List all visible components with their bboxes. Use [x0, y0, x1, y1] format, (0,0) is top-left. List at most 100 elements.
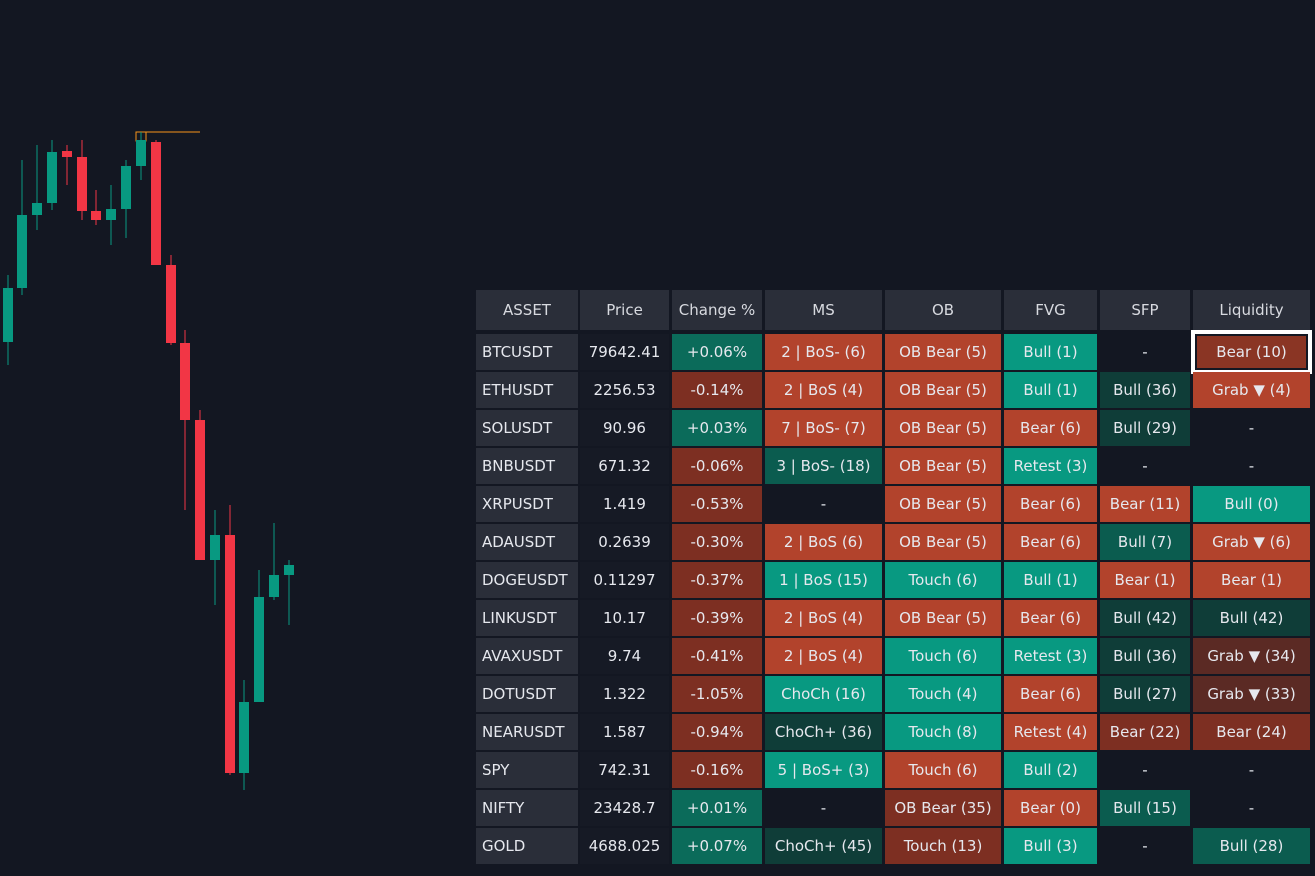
- value-cell: Touch (6): [885, 562, 1001, 598]
- asset-cell: AVAXUSDT: [476, 638, 578, 674]
- header-cell: MS: [765, 290, 882, 330]
- asset-cell: DOTUSDT: [476, 676, 578, 712]
- value-cell: Bear (6): [1004, 676, 1097, 712]
- value-cell: Retest (3): [1004, 638, 1097, 674]
- value-cell: OB Bear (35): [885, 790, 1001, 826]
- value-cell: 3 | BoS- (18): [765, 448, 882, 484]
- value-cell: OB Bear (5): [885, 486, 1001, 522]
- value-cell: Bull (42): [1193, 600, 1310, 636]
- value-cell: -0.37%: [672, 562, 762, 598]
- value-cell: -0.14%: [672, 372, 762, 408]
- value-cell: 0.2639: [580, 524, 669, 560]
- value-cell: Touch (8): [885, 714, 1001, 750]
- value-cell: -: [1248, 457, 1255, 475]
- value-cell: 1.322: [580, 676, 669, 712]
- value-cell: 23428.7: [580, 790, 669, 826]
- candle-body: [269, 575, 279, 597]
- value-cell: Bull (2): [1004, 752, 1097, 788]
- value-cell: Bear (0): [1004, 790, 1097, 826]
- value-cell: ChoCh+ (45): [765, 828, 882, 864]
- value-cell: 0.11297: [580, 562, 669, 598]
- value-cell: 79642.41: [580, 334, 669, 370]
- value-cell: ChoCh (16): [765, 676, 882, 712]
- value-cell: Bull (36): [1100, 372, 1190, 408]
- asset-cell: XRPUSDT: [476, 486, 578, 522]
- value-cell: Bull (1): [1004, 562, 1097, 598]
- candle-body: [91, 211, 101, 220]
- value-cell: OB Bear (5): [885, 448, 1001, 484]
- candle-body: [225, 535, 235, 773]
- value-cell: OB Bear (5): [885, 410, 1001, 446]
- candle-body: [3, 288, 13, 342]
- value-cell: 10.17: [580, 600, 669, 636]
- value-cell: OB Bear (5): [885, 334, 1001, 370]
- value-cell: Bull (7): [1100, 524, 1190, 560]
- value-cell: 1.587: [580, 714, 669, 750]
- value-cell: Bear (11): [1100, 486, 1190, 522]
- value-cell: Bull (42): [1100, 600, 1190, 636]
- value-cell: 4688.025: [580, 828, 669, 864]
- header-cell: FVG: [1004, 290, 1097, 330]
- candle-body: [106, 209, 116, 220]
- value-cell: Bull (3): [1004, 828, 1097, 864]
- value-cell: +0.01%: [672, 790, 762, 826]
- asset-cell: ADAUSDT: [476, 524, 578, 560]
- asset-cell: DOGEUSDT: [476, 562, 578, 598]
- value-cell: -: [1248, 419, 1255, 437]
- candle-body: [254, 597, 264, 702]
- value-cell: Bear (22): [1100, 714, 1190, 750]
- asset-cell: BNBUSDT: [476, 448, 578, 484]
- candle-body: [284, 565, 294, 575]
- value-cell: Bull (36): [1100, 638, 1190, 674]
- header-cell: Price: [580, 290, 669, 330]
- asset-cell: ETHUSDT: [476, 372, 578, 408]
- value-cell: Grab ▼ (33): [1193, 676, 1310, 712]
- value-cell: -: [820, 799, 827, 817]
- asset-cell: NEARUSDT: [476, 714, 578, 750]
- value-cell: -: [1248, 799, 1255, 817]
- value-cell: Bull (15): [1100, 790, 1190, 826]
- asset-cell: BTCUSDT: [476, 334, 578, 370]
- value-cell: 2 | BoS (4): [765, 372, 882, 408]
- value-cell: Bear (6): [1004, 524, 1097, 560]
- value-cell: -: [820, 495, 827, 513]
- value-cell: -0.06%: [672, 448, 762, 484]
- candle-body: [47, 152, 57, 203]
- candle-body: [62, 151, 72, 157]
- candle-body: [166, 265, 176, 343]
- candle-body: [151, 142, 161, 265]
- value-cell: Retest (4): [1004, 714, 1097, 750]
- price-chart: [3, 131, 294, 790]
- value-cell: ChoCh+ (36): [765, 714, 882, 750]
- value-cell: Bull (27): [1100, 676, 1190, 712]
- value-cell: -: [1142, 837, 1148, 855]
- header-cell: ASSET: [476, 290, 578, 330]
- candle-body: [136, 140, 146, 166]
- value-cell: -0.39%: [672, 600, 762, 636]
- value-cell: -0.16%: [672, 752, 762, 788]
- value-cell: Grab ▼ (6): [1193, 524, 1310, 560]
- value-cell: -: [1142, 761, 1148, 779]
- value-cell: Bear (6): [1004, 600, 1097, 636]
- value-cell: 2 | BoS (6): [765, 524, 882, 560]
- value-cell: 90.96: [580, 410, 669, 446]
- value-cell: 2 | BoS- (6): [765, 334, 882, 370]
- candle-body: [180, 343, 190, 420]
- candle-body: [32, 203, 42, 215]
- value-cell: Touch (4): [885, 676, 1001, 712]
- value-cell: Bear (1): [1100, 562, 1190, 598]
- value-cell: Retest (3): [1004, 448, 1097, 484]
- value-cell: OB Bear (5): [885, 372, 1001, 408]
- value-cell: Bear (10): [1191, 330, 1312, 374]
- value-cell: Touch (13): [885, 828, 1001, 864]
- asset-cell: SPY: [476, 752, 578, 788]
- header-cell: OB: [885, 290, 1001, 330]
- value-cell: 2 | BoS (4): [765, 600, 882, 636]
- value-cell: OB Bear (5): [885, 524, 1001, 560]
- value-cell: Grab ▼ (34): [1193, 638, 1310, 674]
- value-cell: 1 | BoS (15): [765, 562, 882, 598]
- value-cell: 2 | BoS (4): [765, 638, 882, 674]
- value-cell: Bear (6): [1004, 486, 1097, 522]
- value-cell: -: [1142, 343, 1148, 361]
- asset-cell: SOLUSDT: [476, 410, 578, 446]
